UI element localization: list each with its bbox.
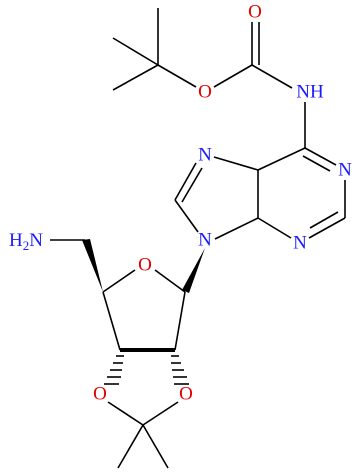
atom-labels: O O NH N N N N H2N O O O [9, 2, 352, 405]
atom: N [338, 160, 352, 181]
atom: N [198, 230, 212, 251]
atom-part: N [29, 230, 43, 251]
stereo-bonds [82, 239, 205, 385]
atom: H2N [9, 230, 43, 253]
atom: N [293, 233, 307, 254]
atom: O [93, 384, 107, 405]
atom: O [248, 2, 262, 23]
atom: O [198, 82, 212, 103]
atom: O [179, 384, 193, 405]
atom-part: H [9, 230, 23, 251]
atom-part: 2 [23, 238, 30, 253]
atom: N [198, 145, 212, 166]
bonds [50, 8, 346, 469]
atom: NH [296, 82, 324, 103]
atom: O [138, 255, 152, 276]
